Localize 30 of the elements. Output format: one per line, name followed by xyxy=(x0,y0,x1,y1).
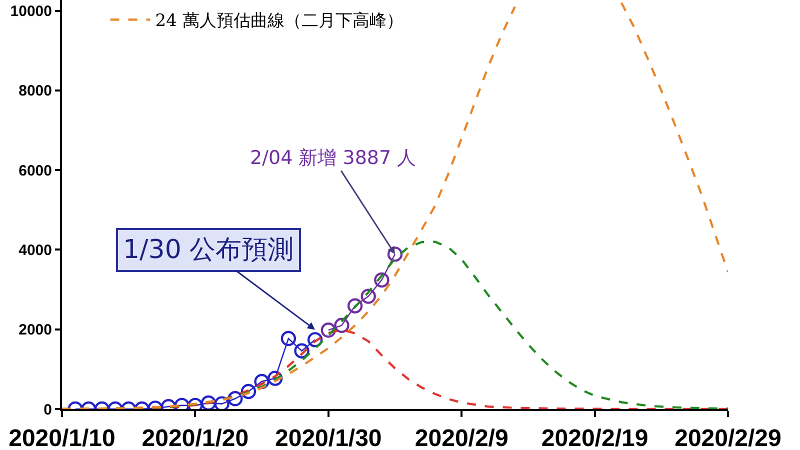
annotation: 1/30 公布預測 xyxy=(123,235,294,265)
x-tick-label: 2020/1/30 xyxy=(275,424,382,450)
point xyxy=(374,272,390,288)
annotation: 2/04 新增 3887 人 xyxy=(250,147,416,169)
x-tick-label: 2020/2/9 xyxy=(414,424,508,450)
point xyxy=(280,330,296,346)
point xyxy=(268,370,283,386)
point xyxy=(294,343,310,358)
y-tick-label: 0 xyxy=(44,401,52,418)
point xyxy=(334,318,350,333)
point xyxy=(320,322,336,338)
point xyxy=(387,246,403,262)
y-tick-label: 8000 xyxy=(18,82,52,100)
point xyxy=(228,391,243,406)
y-tick-label: 2000 xyxy=(18,322,52,339)
point xyxy=(307,332,323,348)
y-tick-label: 4000 xyxy=(18,242,52,259)
point xyxy=(200,395,216,409)
point xyxy=(214,396,230,409)
y-tick-label: 6000 xyxy=(18,162,52,180)
x-tick-label: 2020/2/29 xyxy=(674,424,782,450)
legend-label: 24 萬人預估曲線（二月下高峰） xyxy=(155,11,404,32)
x-tick-label: 2020/1/20 xyxy=(142,424,249,450)
x-tick-label: 2020/1/10 xyxy=(8,424,116,450)
point xyxy=(254,374,270,390)
point xyxy=(360,288,376,304)
x-tick-label: 2020/2/19 xyxy=(541,424,648,450)
point xyxy=(347,298,363,314)
point xyxy=(240,384,256,400)
y-tick-label: 10000 xyxy=(10,3,52,20)
